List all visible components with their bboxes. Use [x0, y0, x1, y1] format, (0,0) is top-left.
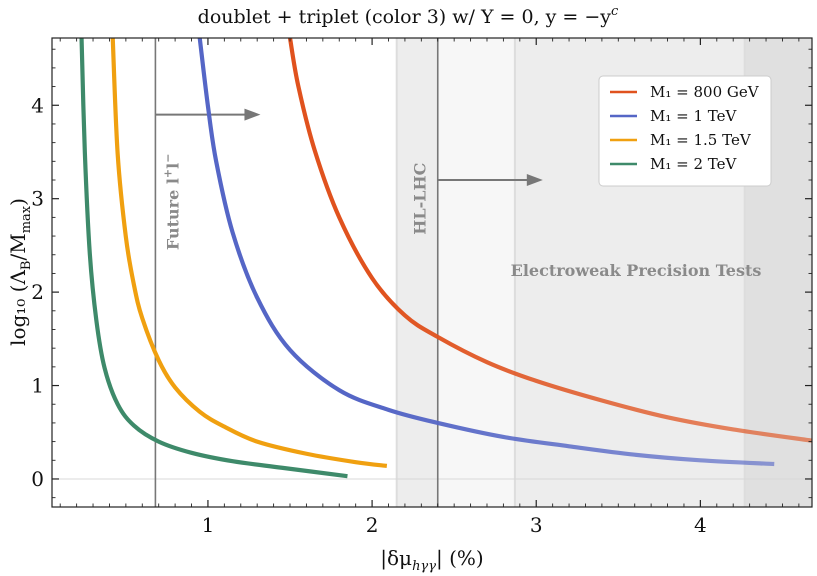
legend-box: [598, 75, 772, 187]
title-superscript: c: [611, 4, 619, 19]
hl-lhc-label: HL-LHC: [411, 163, 430, 235]
series-group: [79, 38, 812, 479]
y-tick-label-3: 3: [31, 187, 44, 211]
y-tick-label-2: 2: [31, 280, 44, 304]
legend-label-1: M₁ = 1 TeV: [650, 107, 738, 125]
legend: M₁ = 800 GeV M₁ = 1 TeV M₁ = 1.5 TeV M₁ = 2…: [598, 75, 772, 187]
series-line-2: [110, 38, 388, 468]
bound-arrow-head-1: [526, 174, 543, 187]
x-tick-label-2: 3: [530, 513, 543, 537]
legend-label-0: M₁ = 800 GeV: [650, 83, 760, 101]
legend-label-3: M₁ = 2 TeV: [650, 155, 738, 173]
plot-frame: [51, 37, 813, 508]
legend-label-2: M₁ = 1.5 TeV: [650, 131, 752, 149]
ticks: 1 2 3 4 0 1 2 3 4: [31, 38, 812, 537]
y-axis-label: log₁₀ (ΛB/Mmax): [6, 198, 34, 346]
chart-title: doublet + triplet (color 3) w/ Y = 0, y …: [198, 4, 619, 28]
bounds: [154, 38, 543, 507]
x-tick-label-1: 2: [366, 513, 379, 537]
y-tick-label-1: 1: [31, 374, 44, 398]
x-tick-label-3: 4: [694, 513, 707, 537]
x-tick-label-0: 1: [202, 513, 215, 537]
shaded-region-0: [396, 38, 438, 507]
x-axis-label: |δμhγγ| (%): [380, 546, 483, 574]
future-ll-label: Future l+l−: [161, 154, 182, 251]
ewpt-label: Electroweak Precision Tests: [511, 261, 762, 280]
series-line-3: [79, 38, 348, 479]
series-line-1: [197, 38, 775, 467]
bound-arrow-head-0: [244, 108, 261, 121]
y-tick-label-0: 0: [31, 467, 44, 491]
y-tick-label-4: 4: [31, 93, 44, 117]
series-line-0: [287, 38, 812, 443]
